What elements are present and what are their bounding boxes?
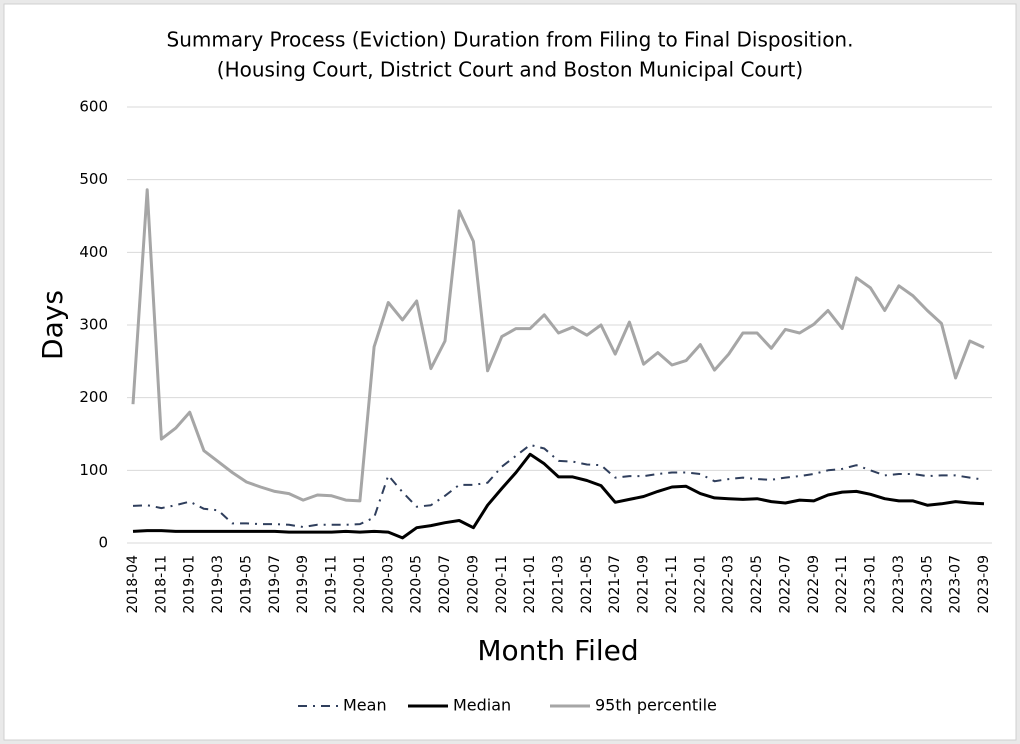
x-tick-label: 2020-05 (409, 555, 425, 614)
x-tick-label: 2022-01 (692, 555, 708, 614)
x-tick-label: 2021-07 (607, 555, 623, 614)
x-axis-title: Month Filed (477, 634, 638, 667)
y-axis-title: Days (36, 290, 69, 360)
x-tick-label: 2022-03 (721, 555, 737, 614)
x-tick-label: 2021-05 (579, 555, 595, 614)
y-tick-label: 400 (79, 243, 108, 261)
x-tick-label: 2019-07 (267, 555, 283, 614)
legend-label: Mean (343, 696, 387, 715)
y-tick-label: 600 (79, 98, 108, 116)
y-tick-label: 300 (79, 316, 108, 334)
series-line (132, 443, 985, 528)
x-tick-label: 2020-11 (494, 555, 510, 614)
x-tick-label: 2023-03 (891, 555, 907, 614)
x-tick-label: 2020-01 (352, 555, 368, 614)
x-tick-label: 2020-09 (465, 555, 481, 614)
chart-background (3, 3, 1017, 741)
x-tick-label: 2020-03 (380, 555, 396, 614)
chart-title: (Housing Court, District Court and Bosto… (217, 58, 803, 82)
chart-title: Summary Process (Eviction) Duration from… (167, 28, 854, 52)
x-tick-label: 2018-11 (153, 555, 169, 614)
x-tick-label: 2021-01 (522, 555, 538, 614)
x-tick-label: 2022-05 (749, 555, 765, 614)
y-tick-label: 200 (79, 388, 108, 406)
y-tick-label: 100 (79, 461, 108, 479)
x-tick-label: 2018-04 (125, 555, 141, 614)
series-line (131, 188, 985, 503)
x-tick-label: 2021-09 (636, 555, 652, 614)
legend-label: 95th percentile (595, 696, 717, 715)
x-tick-label: 2019-05 (238, 555, 254, 614)
x-tick-label: 2019-03 (210, 555, 226, 614)
x-tick-label: 2021-11 (664, 555, 680, 614)
x-tick-label: 2020-07 (437, 555, 453, 614)
x-tick-label: 2023-07 (948, 555, 964, 614)
x-tick-label: 2022-09 (806, 555, 822, 614)
x-tick-label: 2019-09 (295, 555, 311, 614)
x-tick-label: 2021-03 (551, 555, 567, 614)
x-tick-label: 2023-01 (863, 555, 879, 614)
x-tick-label: 2019-01 (182, 555, 198, 614)
x-tick-label: 2022-11 (834, 555, 850, 614)
y-tick-label: 0 (98, 534, 108, 552)
y-tick-label: 500 (79, 170, 108, 188)
x-tick-label: 2023-05 (919, 555, 935, 614)
x-tick-label: 2019-11 (324, 555, 340, 614)
series-line (132, 452, 985, 540)
x-tick-label: 2022-07 (777, 555, 793, 614)
legend-label: Median (453, 696, 511, 715)
x-tick-label: 2023-09 (976, 555, 992, 614)
